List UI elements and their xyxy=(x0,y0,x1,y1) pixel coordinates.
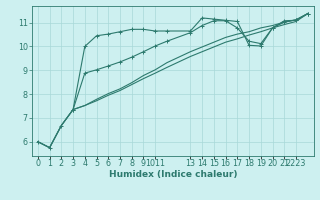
X-axis label: Humidex (Indice chaleur): Humidex (Indice chaleur) xyxy=(108,170,237,179)
